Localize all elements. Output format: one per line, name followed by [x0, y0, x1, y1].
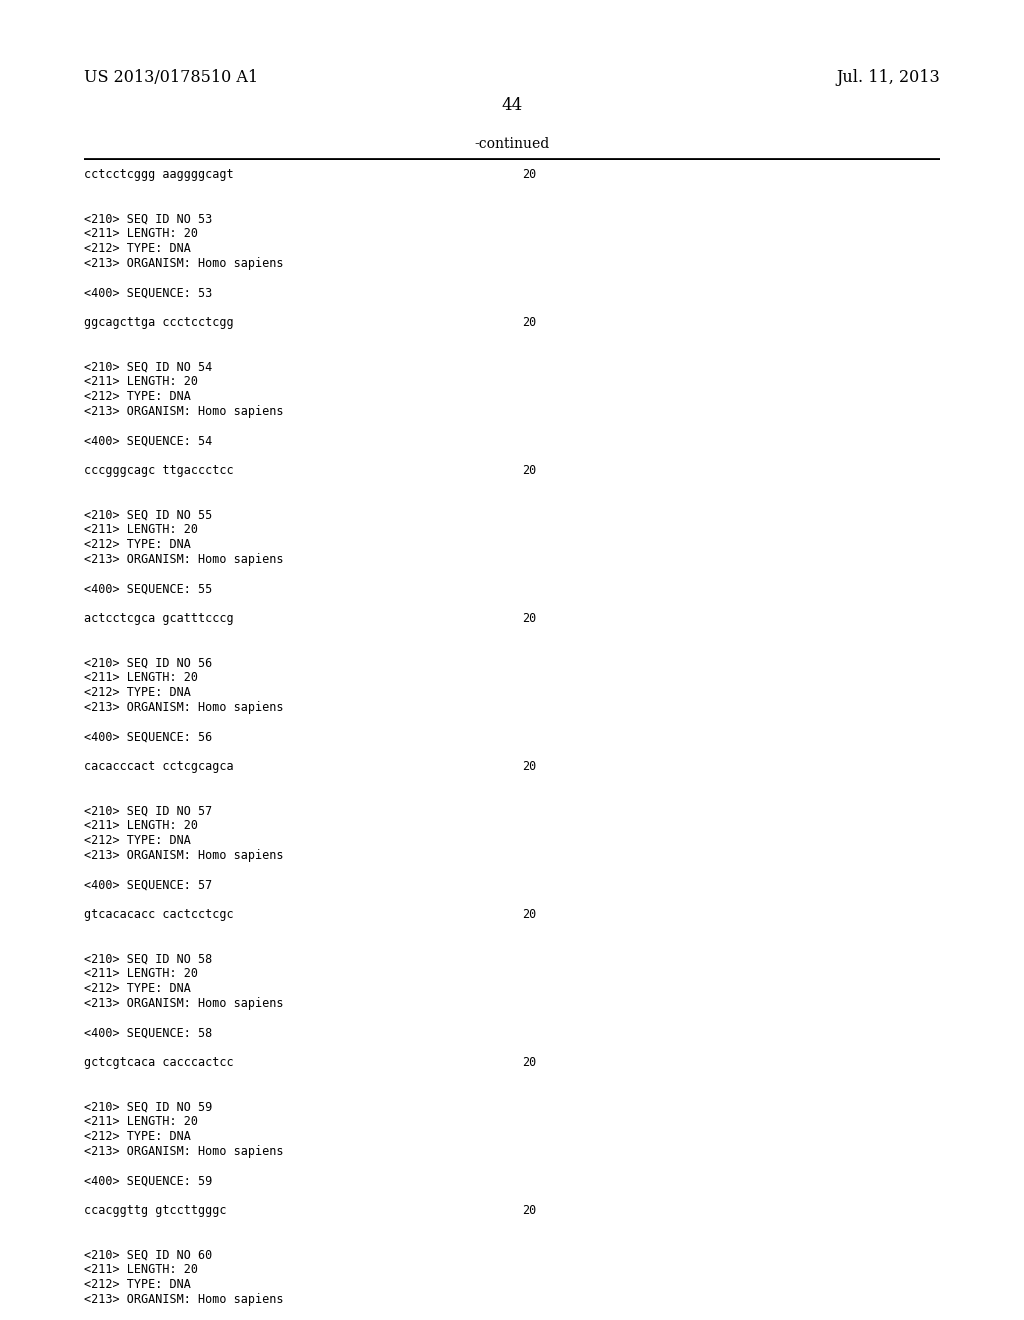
Text: <211> LENGTH: 20: <211> LENGTH: 20 — [84, 375, 198, 388]
Text: <212> TYPE: DNA: <212> TYPE: DNA — [84, 686, 190, 700]
Text: 20: 20 — [522, 168, 537, 181]
Text: <210> SEQ ID NO 53: <210> SEQ ID NO 53 — [84, 213, 212, 226]
Text: <213> ORGANISM: Homo sapiens: <213> ORGANISM: Homo sapiens — [84, 849, 284, 862]
Text: <212> TYPE: DNA: <212> TYPE: DNA — [84, 982, 190, 995]
Text: -continued: -continued — [474, 137, 550, 150]
Text: <213> ORGANISM: Homo sapiens: <213> ORGANISM: Homo sapiens — [84, 701, 284, 714]
Text: <213> ORGANISM: Homo sapiens: <213> ORGANISM: Homo sapiens — [84, 1292, 284, 1305]
Text: <210> SEQ ID NO 56: <210> SEQ ID NO 56 — [84, 656, 212, 669]
Text: 20: 20 — [522, 908, 537, 921]
Text: <211> LENGTH: 20: <211> LENGTH: 20 — [84, 820, 198, 832]
Text: <212> TYPE: DNA: <212> TYPE: DNA — [84, 389, 190, 403]
Text: <211> LENGTH: 20: <211> LENGTH: 20 — [84, 1263, 198, 1276]
Text: cccgggcagc ttgaccctcc: cccgggcagc ttgaccctcc — [84, 465, 233, 477]
Text: 20: 20 — [522, 315, 537, 329]
Text: <210> SEQ ID NO 60: <210> SEQ ID NO 60 — [84, 1249, 212, 1262]
Text: gctcgtcaca cacccactcc: gctcgtcaca cacccactcc — [84, 1056, 233, 1069]
Text: US 2013/0178510 A1: US 2013/0178510 A1 — [84, 69, 258, 86]
Text: <400> SEQUENCE: 57: <400> SEQUENCE: 57 — [84, 878, 212, 891]
Text: <212> TYPE: DNA: <212> TYPE: DNA — [84, 1278, 190, 1291]
Text: 20: 20 — [522, 1056, 537, 1069]
Text: <210> SEQ ID NO 55: <210> SEQ ID NO 55 — [84, 508, 212, 521]
Text: <213> ORGANISM: Homo sapiens: <213> ORGANISM: Homo sapiens — [84, 1144, 284, 1158]
Text: <213> ORGANISM: Homo sapiens: <213> ORGANISM: Homo sapiens — [84, 997, 284, 1010]
Text: <212> TYPE: DNA: <212> TYPE: DNA — [84, 539, 190, 550]
Text: 44: 44 — [502, 96, 522, 114]
Text: <400> SEQUENCE: 53: <400> SEQUENCE: 53 — [84, 286, 212, 300]
Text: cctcctcggg aaggggcagt: cctcctcggg aaggggcagt — [84, 168, 233, 181]
Text: <210> SEQ ID NO 59: <210> SEQ ID NO 59 — [84, 1101, 212, 1113]
Text: <211> LENGTH: 20: <211> LENGTH: 20 — [84, 968, 198, 981]
Text: 20: 20 — [522, 760, 537, 774]
Text: <400> SEQUENCE: 54: <400> SEQUENCE: 54 — [84, 434, 212, 447]
Text: <213> ORGANISM: Homo sapiens: <213> ORGANISM: Homo sapiens — [84, 553, 284, 566]
Text: cacacccact cctcgcagca: cacacccact cctcgcagca — [84, 760, 233, 774]
Text: <210> SEQ ID NO 58: <210> SEQ ID NO 58 — [84, 953, 212, 965]
Text: <400> SEQUENCE: 59: <400> SEQUENCE: 59 — [84, 1175, 212, 1188]
Text: <400> SEQUENCE: 56: <400> SEQUENCE: 56 — [84, 730, 212, 743]
Text: 20: 20 — [522, 1204, 537, 1217]
Text: actcctcgca gcatttcccg: actcctcgca gcatttcccg — [84, 612, 233, 624]
Text: 20: 20 — [522, 612, 537, 624]
Text: 20: 20 — [522, 465, 537, 477]
Text: <400> SEQUENCE: 55: <400> SEQUENCE: 55 — [84, 582, 212, 595]
Text: ggcagcttga ccctcctcgg: ggcagcttga ccctcctcgg — [84, 315, 233, 329]
Text: <211> LENGTH: 20: <211> LENGTH: 20 — [84, 1115, 198, 1129]
Text: <211> LENGTH: 20: <211> LENGTH: 20 — [84, 671, 198, 684]
Text: <211> LENGTH: 20: <211> LENGTH: 20 — [84, 227, 198, 240]
Text: <212> TYPE: DNA: <212> TYPE: DNA — [84, 834, 190, 847]
Text: gtcacacacc cactcctcgc: gtcacacacc cactcctcgc — [84, 908, 233, 921]
Text: <400> SEQUENCE: 58: <400> SEQUENCE: 58 — [84, 1027, 212, 1039]
Text: <210> SEQ ID NO 57: <210> SEQ ID NO 57 — [84, 804, 212, 817]
Text: <212> TYPE: DNA: <212> TYPE: DNA — [84, 1130, 190, 1143]
Text: <212> TYPE: DNA: <212> TYPE: DNA — [84, 242, 190, 255]
Text: <210> SEQ ID NO 54: <210> SEQ ID NO 54 — [84, 360, 212, 374]
Text: ccacggttg gtccttgggc: ccacggttg gtccttgggc — [84, 1204, 226, 1217]
Text: <213> ORGANISM: Homo sapiens: <213> ORGANISM: Homo sapiens — [84, 257, 284, 269]
Text: <213> ORGANISM: Homo sapiens: <213> ORGANISM: Homo sapiens — [84, 405, 284, 418]
Text: Jul. 11, 2013: Jul. 11, 2013 — [837, 69, 940, 86]
Text: <211> LENGTH: 20: <211> LENGTH: 20 — [84, 523, 198, 536]
